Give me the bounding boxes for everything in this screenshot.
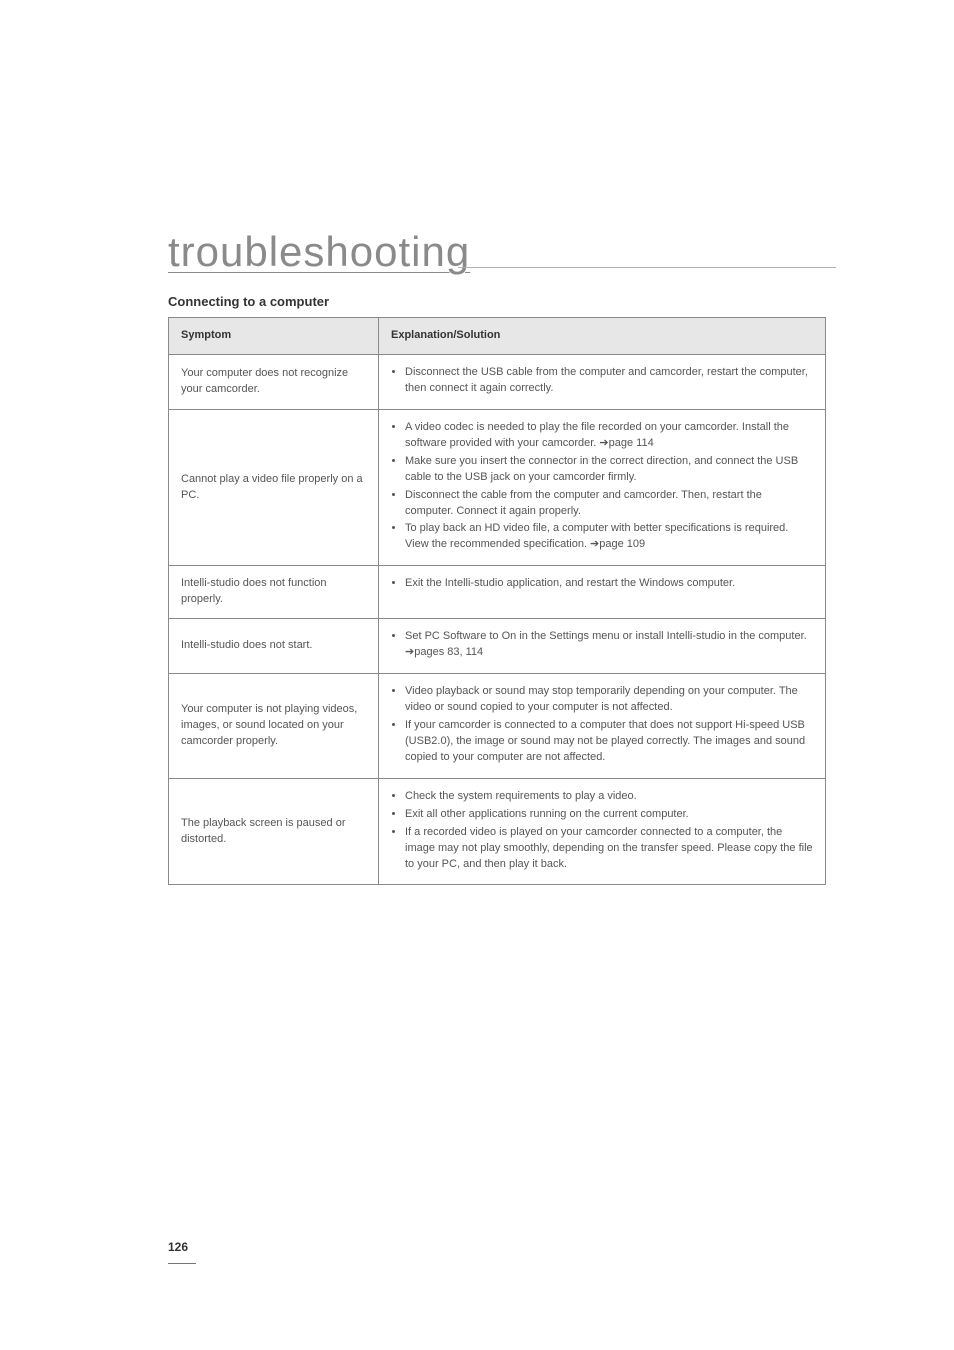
explanation-item: Check the system requirements to play a …: [405, 789, 813, 805]
explanation-cell: Check the system requirements to play a …: [379, 778, 826, 885]
explanation-cell: A video codec is needed to play the file…: [379, 409, 826, 566]
table-row: Your computer is not playing videos, ima…: [169, 674, 826, 779]
title-rule: [458, 267, 836, 268]
explanation-item: A video codec is needed to play the file…: [405, 420, 813, 452]
page-title: troubleshooting: [168, 228, 826, 276]
table-row: Your computer does not recognize your ca…: [169, 354, 826, 409]
page-number-rule: [168, 1263, 196, 1264]
explanation-item: Video playback or sound may stop tempora…: [405, 684, 813, 716]
symptom-cell: The playback screen is paused or distort…: [169, 778, 379, 885]
header-explanation: Explanation/Solution: [379, 318, 826, 355]
title-block: troubleshooting: [168, 228, 826, 276]
section-subhead: Connecting to a computer: [168, 294, 826, 309]
explanation-cell: Set PC Software to On in the Settings me…: [379, 619, 826, 674]
symptom-cell: Cannot play a video file properly on a P…: [169, 409, 379, 566]
table-row: The playback screen is paused or distort…: [169, 778, 826, 885]
symptom-cell: Your computer does not recognize your ca…: [169, 354, 379, 409]
table-row: Intelli-studio does not function properl…: [169, 566, 826, 619]
explanation-list: Video playback or sound may stop tempora…: [391, 684, 813, 766]
symptom-cell: Intelli-studio does not start.: [169, 619, 379, 674]
explanation-item: If a recorded video is played on your ca…: [405, 825, 813, 873]
explanation-item: Exit the Intelli-studio application, and…: [405, 576, 813, 592]
explanation-item: If your camcorder is connected to a comp…: [405, 718, 813, 766]
table-row: Intelli-studio does not start. Set PC Sof…: [169, 619, 826, 674]
explanation-item: Make sure you insert the connector in th…: [405, 454, 813, 486]
explanation-cell: Disconnect the USB cable from the comput…: [379, 354, 826, 409]
explanation-item: To play back an HD video file, a compute…: [405, 521, 813, 553]
table-header-row: Symptom Explanation/Solution: [169, 318, 826, 355]
explanation-item: Disconnect the USB cable from the comput…: [405, 365, 813, 397]
explanation-item: Set PC Software to On in the Settings me…: [405, 629, 813, 661]
table-row: Cannot play a video file properly on a P…: [169, 409, 826, 566]
explanation-list: Set PC Software to On in the Settings me…: [391, 629, 813, 661]
page-number: 126: [168, 1240, 188, 1254]
explanation-item: Exit all other applications running on t…: [405, 807, 813, 823]
page: troubleshooting Connecting to a computer…: [0, 0, 954, 1350]
explanation-cell: Exit the Intelli-studio application, and…: [379, 566, 826, 619]
explanation-item: Disconnect the cable from the computer a…: [405, 488, 813, 520]
symptom-cell: Your computer is not playing videos, ima…: [169, 674, 379, 779]
troubleshooting-table: Symptom Explanation/Solution Your comput…: [168, 317, 826, 885]
explanation-list: Exit the Intelli-studio application, and…: [391, 576, 813, 592]
explanation-cell: Video playback or sound may stop tempora…: [379, 674, 826, 779]
explanation-list: Disconnect the USB cable from the comput…: [391, 365, 813, 397]
explanation-list: A video codec is needed to play the file…: [391, 420, 813, 554]
symptom-cell: Intelli-studio does not function properl…: [169, 566, 379, 619]
header-symptom: Symptom: [169, 318, 379, 355]
explanation-list: Check the system requirements to play a …: [391, 789, 813, 873]
